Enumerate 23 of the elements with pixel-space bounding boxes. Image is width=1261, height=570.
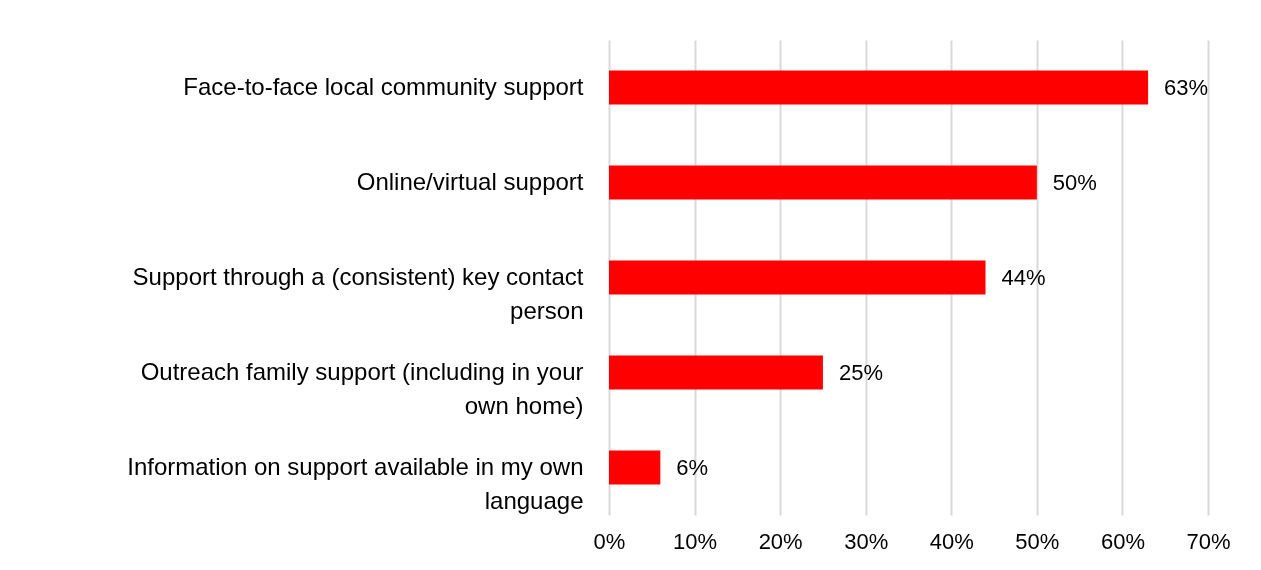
x-tick-label: 50% (1015, 528, 1060, 554)
x-tick-label: 20% (758, 528, 803, 554)
data-label: 63% (1164, 74, 1209, 100)
bar (609, 70, 1149, 105)
y-tick-label: Online/virtual support (356, 167, 584, 195)
data-label: 44% (1001, 264, 1046, 290)
x-tick-label: 30% (844, 528, 889, 554)
x-tick-label: 70% (1186, 528, 1231, 554)
x-tick-label: 10% (673, 528, 718, 554)
bar (609, 260, 986, 295)
x-tick-label: 40% (929, 528, 974, 554)
y-tick-label: Support through a (consistent) key contact person (132, 262, 584, 324)
bar (609, 165, 1037, 200)
data-label: 6% (676, 454, 709, 480)
bar (609, 355, 823, 390)
x-tick-label: 60% (1100, 528, 1145, 554)
x-tick-label: 0% (593, 528, 626, 554)
y-tick-label: Outreach family support (including in your own home) (140, 357, 584, 419)
y-tick-label: Face-to-face local community support (183, 72, 584, 100)
data-label: 50% (1052, 169, 1097, 195)
bar (609, 450, 661, 485)
data-label: 25% (838, 359, 883, 385)
y-tick-label: Information on support available in my own language (127, 452, 584, 514)
